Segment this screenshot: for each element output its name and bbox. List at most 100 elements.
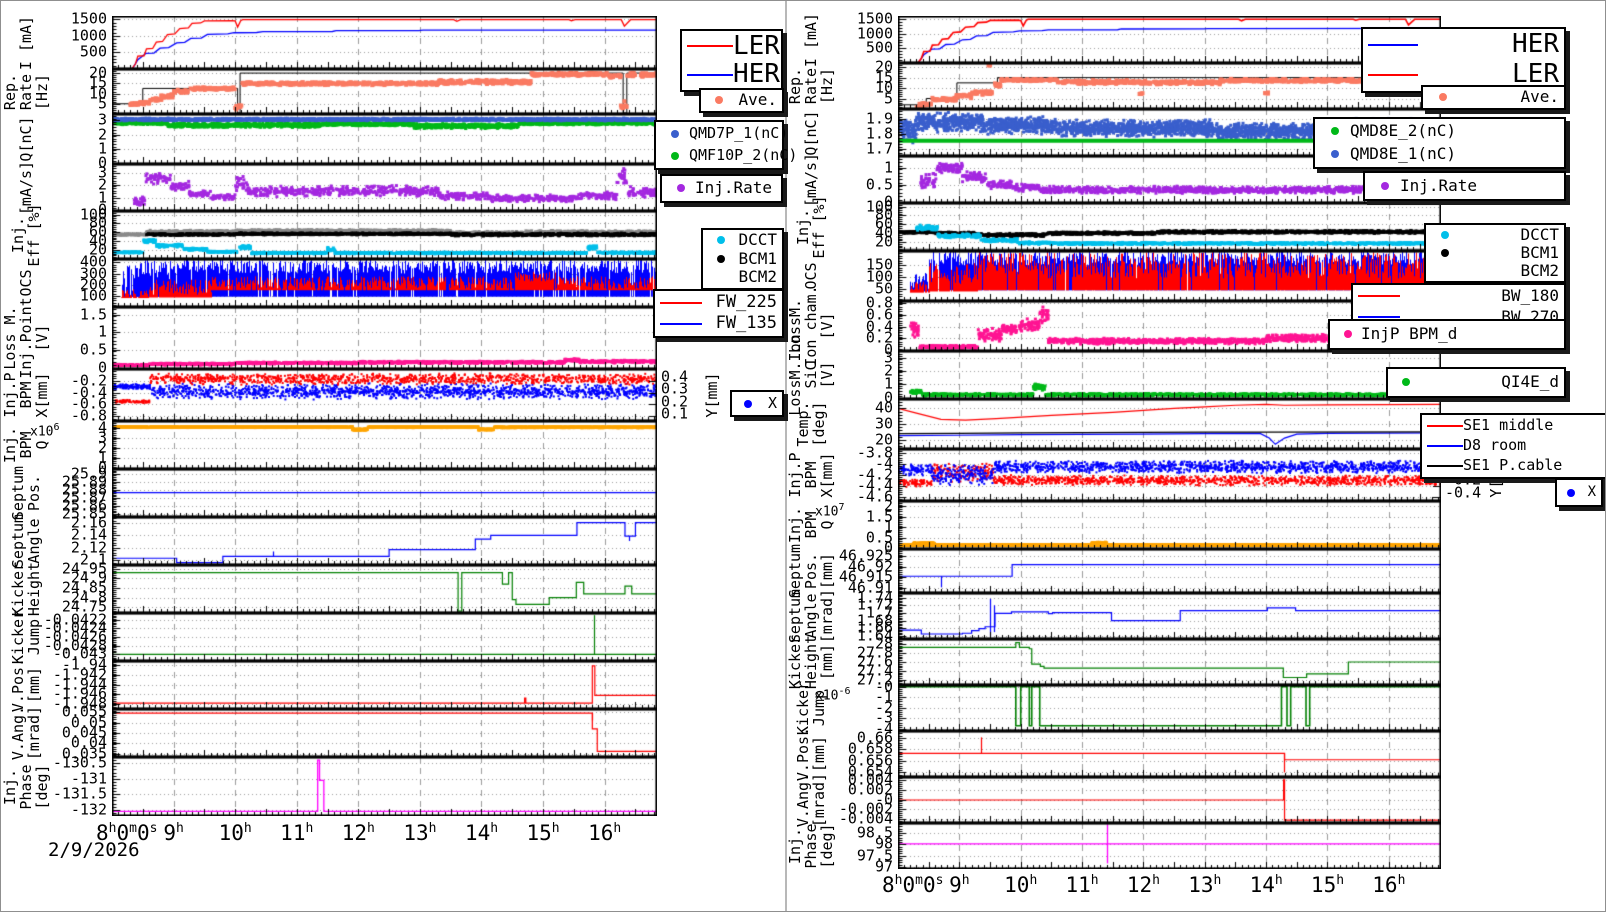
legend-label: SE1 middle bbox=[1463, 416, 1554, 435]
y-tick-label: -1.946 bbox=[52, 684, 107, 703]
panel-injp-bpm-x-plot bbox=[898, 449, 1441, 501]
y-tick-label: 500 bbox=[79, 42, 107, 61]
y-tick-label: 3 bbox=[883, 348, 893, 367]
y-tick-label: 1.74 bbox=[856, 588, 893, 607]
legend-item-d8-room: D8 room bbox=[1427, 436, 1601, 455]
y-tick-label: 25.85 bbox=[61, 504, 107, 523]
legend-box: Inj.Rate bbox=[660, 174, 783, 203]
y-tick-label: 0.5 bbox=[865, 175, 893, 194]
legend-item-her: HER bbox=[1368, 31, 1559, 58]
right-y-tick-label: 0.3 bbox=[661, 379, 689, 398]
x-axis-tick-label: 13h bbox=[1188, 873, 1222, 897]
y-tick-label: 25.87 bbox=[61, 488, 107, 507]
legend-item-bw-180: BW_180 bbox=[1358, 287, 1559, 305]
y-tick-label: -4.2 bbox=[856, 465, 893, 484]
y-tick-label: -2 bbox=[874, 698, 893, 717]
legend-label: D8 room bbox=[1463, 436, 1527, 455]
legend-item-ler: LER bbox=[687, 32, 780, 60]
y-tick-label: -0.6 bbox=[70, 394, 107, 413]
y-axis-label-v-pos: [mm] bbox=[810, 735, 828, 773]
line-marker-icon bbox=[1427, 445, 1463, 447]
y-axis-label-kicker-jump: Jump bbox=[25, 618, 43, 656]
y-tick-label: 1.8 bbox=[865, 124, 893, 143]
legend-box: HER LER bbox=[1361, 27, 1566, 93]
legend-item-fw-135: FW_135 bbox=[660, 314, 777, 333]
right-y-axis-label: Y[mm] bbox=[703, 372, 721, 418]
dot-marker-icon bbox=[708, 236, 734, 245]
y-tick-label: 24.85 bbox=[61, 578, 107, 597]
y-tick-label: -1.948 bbox=[52, 694, 107, 713]
right-y-tick-label: 0.4 bbox=[661, 367, 689, 386]
y-tick-label: 24.95 bbox=[61, 559, 107, 578]
panel-kicker-jump-plot bbox=[112, 613, 657, 661]
line-marker-icon bbox=[687, 45, 733, 48]
dot-marker-icon bbox=[1431, 230, 1459, 239]
legend-item-x: X bbox=[1562, 485, 1596, 500]
legend-box: Ave. bbox=[1421, 85, 1566, 110]
y-tick-label: 1 bbox=[883, 517, 893, 536]
y-tick-label: -4.6 bbox=[856, 487, 893, 506]
y-tick-label: 25.9 bbox=[70, 464, 107, 483]
y-tick-label: 60 bbox=[874, 214, 893, 233]
y-tick-label: 100 bbox=[79, 286, 107, 305]
y-tick-label: 2.12 bbox=[70, 538, 107, 557]
y-tick-label: -0.0426 bbox=[43, 627, 107, 646]
legend-item-dcct: DCCT bbox=[1431, 226, 1559, 244]
y-tick-label: 80 bbox=[88, 213, 107, 232]
dot-marker-icon bbox=[1431, 248, 1459, 257]
legend-item-ler: LER bbox=[1368, 61, 1559, 88]
y-tick-label: 1.68 bbox=[856, 611, 893, 630]
y-tick-label: 27.4 bbox=[856, 661, 893, 680]
panel-kicker-jump-plot bbox=[898, 685, 1441, 731]
y-tick-label: 24.9 bbox=[70, 568, 107, 587]
y-tick-label: 60 bbox=[88, 222, 107, 241]
legend-label: DCCT bbox=[738, 229, 777, 249]
legend-item-qmd8e-2-nc-: QMD8E_2(nC) bbox=[1320, 122, 1559, 140]
y-tick-label: 2 bbox=[97, 438, 107, 457]
y-tick-label: 2.1 bbox=[79, 550, 107, 569]
panel-current-plot bbox=[898, 16, 1441, 63]
y-tick-label: 200 bbox=[79, 275, 107, 294]
x-axis-tick-label: 15h bbox=[1310, 873, 1345, 897]
y-tick-label: 1.7 bbox=[865, 139, 893, 158]
y-tick-label: 0 bbox=[883, 192, 893, 211]
y-tick-label: 98 bbox=[874, 834, 893, 853]
x-axis-tick-label: 9h bbox=[949, 873, 970, 897]
y-axis-label-kicker-height: [mm] bbox=[818, 643, 836, 681]
legend-item-bcm2: BCM2 bbox=[708, 268, 777, 286]
y-tick-label: 1000 bbox=[856, 24, 893, 43]
y-axis-label-inj-bpm-q: Q bbox=[33, 440, 51, 450]
legend-label: LER bbox=[733, 30, 780, 61]
y-tick-label: 97.5 bbox=[856, 846, 893, 865]
legend-label: Ave. bbox=[1520, 87, 1559, 107]
y-tick-label: 27.8 bbox=[856, 643, 893, 662]
chart-left-ring: 2/9/2026 1500 1000 500 I [mA] 20 15 10 5 Rep. Rat… bbox=[1, 1, 797, 911]
y-tick-label: 46.91 bbox=[847, 578, 893, 597]
x-axis-tick-label: 14h bbox=[464, 821, 499, 845]
y-tick-label: 25.86 bbox=[61, 496, 107, 515]
dot-marker-icon bbox=[708, 254, 734, 263]
date-label: 2/9/2026 bbox=[48, 839, 140, 861]
panel-inj-bpm-q-plot bbox=[112, 421, 657, 469]
y-tick-label: 0.04 bbox=[70, 733, 107, 752]
dot-marker-icon bbox=[1428, 93, 1458, 102]
y-tick-label: 0.4 bbox=[865, 317, 893, 336]
y-axis-label-lossm-sic: [V] bbox=[818, 361, 836, 389]
line-marker-icon bbox=[687, 73, 733, 76]
legend-item-bcm1: BCM1 bbox=[1431, 244, 1559, 262]
y-tick-label: 28 bbox=[874, 634, 893, 653]
panel-current-plot bbox=[112, 16, 657, 69]
legend-box: X bbox=[1555, 478, 1603, 507]
y-tick-label: 24.75 bbox=[61, 597, 107, 616]
legend-item-qi4e-d: QI4E_d bbox=[1393, 373, 1559, 391]
y-tick-label: 3 bbox=[97, 428, 107, 447]
y-tick-label: 2 bbox=[97, 125, 107, 144]
legend-item-qmd7p-1-nc-: QMD7P_1(nC) bbox=[661, 125, 788, 142]
legend-box: QI4E_d bbox=[1386, 367, 1566, 398]
line-marker-icon bbox=[660, 301, 702, 304]
legend-box: DCCT BCM1 BCM2 bbox=[701, 228, 784, 290]
y-tick-label: 1 bbox=[97, 448, 107, 467]
y-tick-label: -0.0428 bbox=[43, 636, 107, 655]
y-tick-label: 100 bbox=[79, 205, 107, 224]
y-tick-label: 1.5 bbox=[865, 507, 893, 526]
